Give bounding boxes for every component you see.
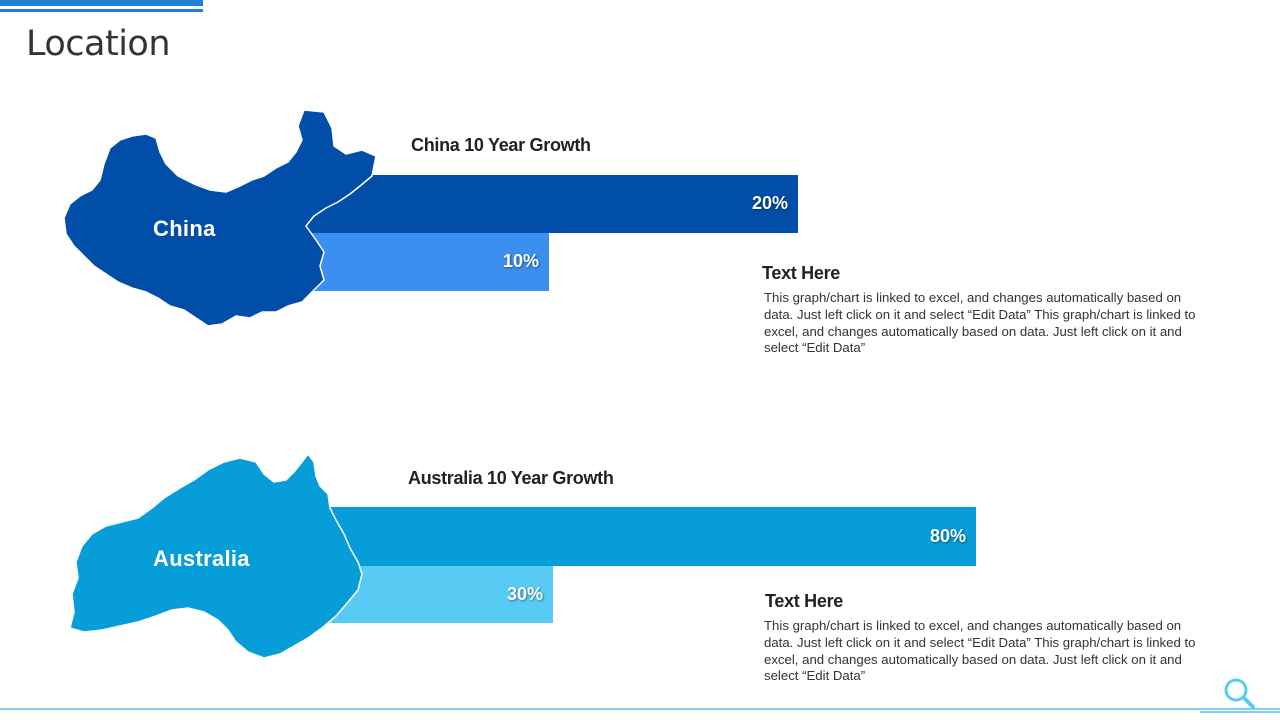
australia-bar-secondary-label: 30% <box>507 583 544 604</box>
australia-section: Australia 10 Year Growth Australia 80% 3… <box>0 448 1280 708</box>
australia-map-label: Australia <box>153 546 250 571</box>
china-map-label: China <box>153 216 216 241</box>
page-title: Location <box>26 24 171 64</box>
footer-line <box>0 708 1280 710</box>
australia-bar-primary <box>300 507 976 566</box>
australia-chart-title: Australia 10 Year Growth <box>408 468 614 488</box>
china-bar-secondary-label: 10% <box>503 251 540 271</box>
header-accent-bar <box>0 0 203 6</box>
footer-accent-line <box>1200 711 1280 713</box>
china-map-icon <box>63 109 377 327</box>
australia-note-body: This graph/chart is linked to excel, and… <box>764 618 1196 684</box>
australia-note-title: Text Here <box>765 591 844 611</box>
china-note-title: Text Here <box>762 263 841 283</box>
china-bar-primary-label: 20% <box>752 193 789 213</box>
china-bar-secondary <box>300 233 549 291</box>
china-note-body: This graph/chart is linked to excel, and… <box>764 290 1196 356</box>
china-bar-primary <box>300 175 798 233</box>
australia-map-icon <box>69 453 363 659</box>
search-icon <box>1224 678 1255 709</box>
china-chart-title: China 10 Year Growth <box>411 135 591 155</box>
china-section: China 10 Year Growth China 20% 10% Text … <box>0 100 1280 360</box>
australia-bar-primary-label: 80% <box>930 525 967 546</box>
header-accent-line <box>0 9 203 12</box>
